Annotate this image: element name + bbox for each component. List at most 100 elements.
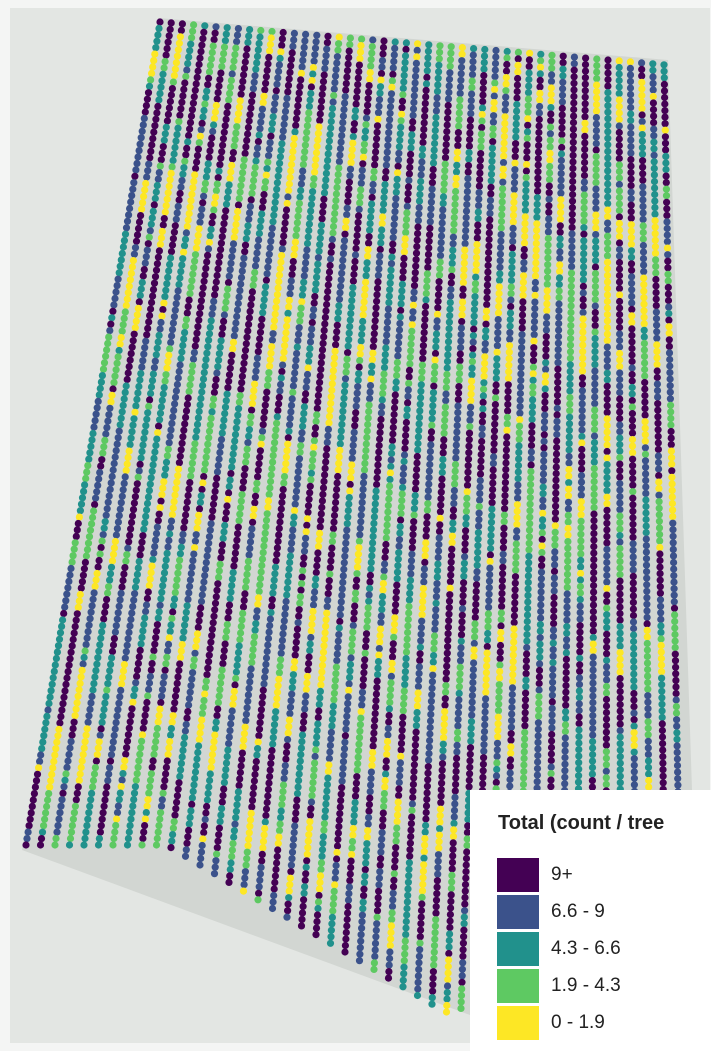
tree-point [168,419,176,427]
tree-point [154,517,162,525]
tree-point [386,692,394,700]
tree-point [193,427,201,435]
tree-point [221,304,229,313]
tree-point [498,596,506,604]
tree-point [500,152,508,160]
tree-point [147,383,156,391]
tree-point [367,375,375,383]
tree-point [171,589,179,597]
tree-point [509,658,517,666]
tree-point [218,541,226,549]
tree-point [420,119,428,127]
tree-point [484,616,492,625]
tree-point [464,815,472,824]
tree-point [338,420,346,428]
tree-point [112,719,120,727]
tree-point [251,262,260,270]
tree-point [252,620,260,628]
tree-point [252,157,260,165]
tree-point [349,628,357,636]
tree-point [436,825,444,833]
tree-point [173,792,181,800]
tree-point [548,58,556,66]
tree-point [386,954,394,963]
tree-point [225,601,234,609]
tree-point [315,700,323,709]
tree-point [379,206,387,215]
tree-point [471,299,479,307]
tree-point [29,796,37,804]
tree-point [185,296,193,304]
tree-point [559,52,567,60]
tree-point [380,567,388,575]
tree-point [529,357,538,365]
tree-point [346,870,354,878]
tree-point [239,603,248,611]
tree-point [253,249,261,257]
tree-point [264,60,272,68]
tree-point [552,496,560,504]
tree-point [245,320,253,328]
tree-point [377,855,385,863]
tree-point [347,864,355,872]
tree-point [80,653,88,662]
tree-point [201,100,209,108]
tree-point [203,802,211,811]
tree-point [229,840,237,848]
tree-point [126,276,134,284]
tree-point [112,622,120,630]
tree-point [296,599,304,607]
tree-point [374,115,382,123]
tree-point [334,829,342,837]
tree-point [442,390,450,398]
tree-point [358,701,366,709]
tree-point [440,180,448,188]
tree-point [120,237,128,245]
tree-point [486,196,495,204]
tree-point [368,755,376,763]
tree-point [225,489,233,497]
tree-point [347,467,355,476]
tree-point [388,77,396,85]
tree-point [422,80,431,88]
tree-point [441,167,449,175]
tree-point [535,109,544,117]
tree-point [456,89,464,97]
tree-point [388,436,397,445]
tree-point [385,718,393,726]
tree-point [365,807,373,815]
tree-point [383,155,391,163]
tree-point [165,439,173,447]
tree-point [373,135,381,143]
tree-point [314,720,322,728]
tree-point [333,479,341,487]
tree-point [345,329,353,337]
tree-point [409,787,417,795]
tree-point [479,85,487,93]
tree-point [360,472,368,480]
tree-point [143,802,151,810]
tree-point [183,66,191,74]
tree-point [405,373,413,381]
tree-point [302,390,310,398]
tree-point [347,654,355,662]
tree-point [301,883,309,891]
tree-point [259,693,267,701]
tree-point [537,614,545,622]
tree-point [494,322,502,330]
tree-point [226,83,235,91]
tree-point [336,810,344,818]
tree-point [384,135,392,143]
tree-point [75,776,83,785]
tree-point [393,581,401,589]
tree-point [478,124,486,132]
tree-point [366,69,374,77]
tree-point [373,907,382,915]
tree-point [335,158,343,166]
tree-point [479,78,488,86]
tree-point [505,348,513,356]
tree-point [520,767,528,776]
tree-point [295,330,303,338]
tree-point [265,152,273,160]
tree-point [495,302,503,311]
